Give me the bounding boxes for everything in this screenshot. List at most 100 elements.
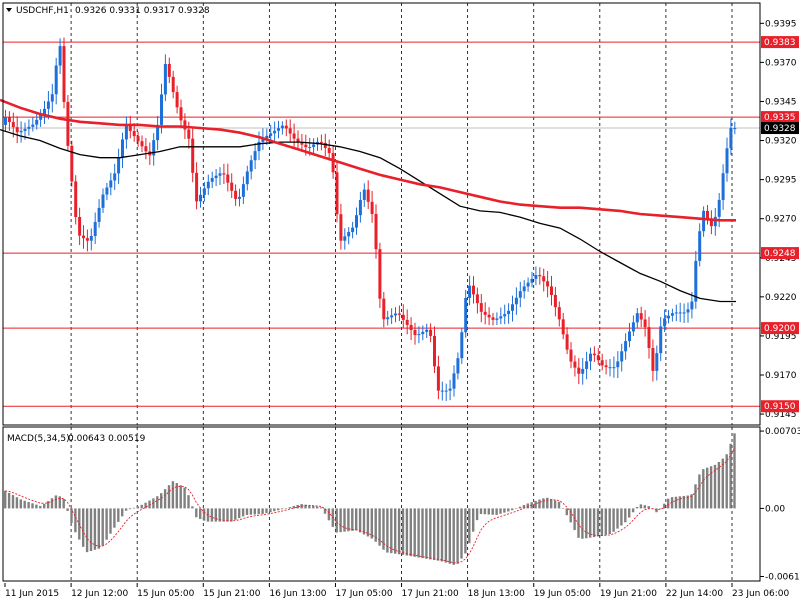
candle-bull bbox=[218, 173, 222, 176]
macd-bar bbox=[624, 508, 627, 523]
candle-bull bbox=[448, 388, 452, 391]
candle-bull bbox=[514, 297, 518, 305]
candle-bull bbox=[238, 196, 241, 199]
candle-bull bbox=[581, 368, 585, 374]
candle-bull bbox=[202, 188, 206, 195]
price-tick-label: 0.9345 bbox=[765, 97, 797, 107]
macd-bar bbox=[304, 504, 307, 509]
macd-bar bbox=[534, 500, 537, 509]
candle-bull bbox=[89, 236, 93, 241]
macd-bar bbox=[448, 508, 451, 564]
candle-bull bbox=[23, 128, 27, 131]
macd-bar bbox=[378, 508, 381, 546]
macd-bar bbox=[639, 504, 643, 509]
candle-bull bbox=[518, 291, 522, 298]
macd-bar bbox=[452, 508, 455, 565]
macd-bar bbox=[253, 508, 256, 515]
macd-bar bbox=[721, 458, 724, 509]
candle-bear bbox=[82, 235, 85, 239]
macd-bar bbox=[553, 500, 557, 509]
price-tick-label: 0.9195 bbox=[765, 332, 797, 342]
macd-bar bbox=[316, 506, 319, 509]
macd-bar bbox=[667, 498, 670, 509]
candle-bear bbox=[409, 324, 413, 331]
macd-bar bbox=[456, 508, 459, 564]
candle-bear bbox=[706, 210, 709, 219]
candle-bear bbox=[378, 249, 382, 299]
candle-bear bbox=[709, 218, 713, 227]
macd-bar bbox=[175, 483, 178, 509]
macd-bar bbox=[199, 508, 202, 519]
candle-bear bbox=[296, 138, 300, 143]
candle-bear bbox=[335, 172, 339, 215]
macd-bar bbox=[522, 505, 526, 509]
candle-bull bbox=[152, 140, 156, 156]
macd-bar bbox=[589, 508, 592, 538]
candle-bull bbox=[312, 144, 316, 147]
candle-bear bbox=[413, 330, 417, 336]
macd-bar bbox=[46, 501, 50, 509]
macd-bar bbox=[4, 490, 7, 509]
candle-bull bbox=[417, 334, 421, 336]
macd-bar bbox=[670, 497, 674, 509]
macd-bar bbox=[323, 508, 327, 514]
macd-bar bbox=[171, 481, 175, 509]
macd-bar bbox=[472, 508, 475, 532]
macd-bar bbox=[483, 508, 487, 515]
macd-bar bbox=[210, 508, 214, 522]
macd-bar bbox=[526, 503, 529, 509]
macd-axis: 0.00703 0.00 -0.00619 bbox=[760, 427, 800, 582]
macd-bar bbox=[518, 506, 522, 509]
candle-bull bbox=[585, 361, 589, 369]
moving-averages bbox=[0, 98, 736, 303]
candle-bull bbox=[522, 286, 526, 292]
candle-bull bbox=[54, 65, 58, 95]
dropdown-triangle-icon[interactable] bbox=[6, 8, 12, 12]
price-tick-label: 0.9220 bbox=[765, 293, 797, 303]
time-tick-label: 23 Jun 06:00 bbox=[732, 589, 789, 599]
candle-bear bbox=[370, 201, 374, 214]
macd-bar bbox=[374, 508, 377, 542]
macd-bar bbox=[460, 508, 463, 559]
macd-bar bbox=[643, 505, 646, 509]
macd-bar bbox=[54, 495, 58, 509]
macd-bar bbox=[152, 498, 155, 509]
ma-fast-line bbox=[0, 128, 736, 303]
candle-bear bbox=[569, 349, 573, 362]
candle-bull bbox=[214, 175, 218, 179]
macd-bar bbox=[11, 495, 15, 509]
candle-bull bbox=[121, 139, 124, 158]
macd-bar bbox=[288, 507, 292, 509]
macd-bar bbox=[19, 499, 22, 509]
macd-bar bbox=[569, 508, 572, 523]
macd-bar bbox=[351, 508, 354, 531]
macd-bar bbox=[546, 497, 549, 509]
candle-bull bbox=[156, 124, 160, 141]
macd-bar bbox=[335, 508, 338, 533]
macd-bar bbox=[401, 508, 405, 555]
candle-bull bbox=[678, 312, 682, 314]
candle-bull bbox=[468, 285, 472, 298]
candle-bear bbox=[401, 314, 405, 320]
horizontal-levels bbox=[3, 41, 760, 407]
level-price-box bbox=[761, 400, 799, 413]
candle-bull bbox=[4, 117, 7, 125]
macd-bar bbox=[511, 508, 514, 511]
macd-bar bbox=[390, 508, 393, 554]
ma-slow-line bbox=[0, 98, 736, 222]
candle-bear bbox=[382, 298, 386, 320]
macd-bar bbox=[581, 508, 584, 539]
candle-bull bbox=[690, 301, 694, 310]
macd-bar bbox=[608, 508, 611, 535]
candle-bear bbox=[553, 294, 557, 308]
candle-bear bbox=[191, 138, 195, 173]
candle-bear bbox=[179, 107, 183, 121]
candle-bear bbox=[234, 190, 238, 199]
macd-bar bbox=[234, 508, 237, 520]
time-tick-label: 19 Jun 21:00 bbox=[600, 589, 657, 599]
macd-bar bbox=[362, 508, 366, 535]
macd-bar bbox=[421, 508, 424, 559]
candle-bull bbox=[612, 367, 616, 369]
price-tick-label: 0.9170 bbox=[765, 371, 797, 381]
